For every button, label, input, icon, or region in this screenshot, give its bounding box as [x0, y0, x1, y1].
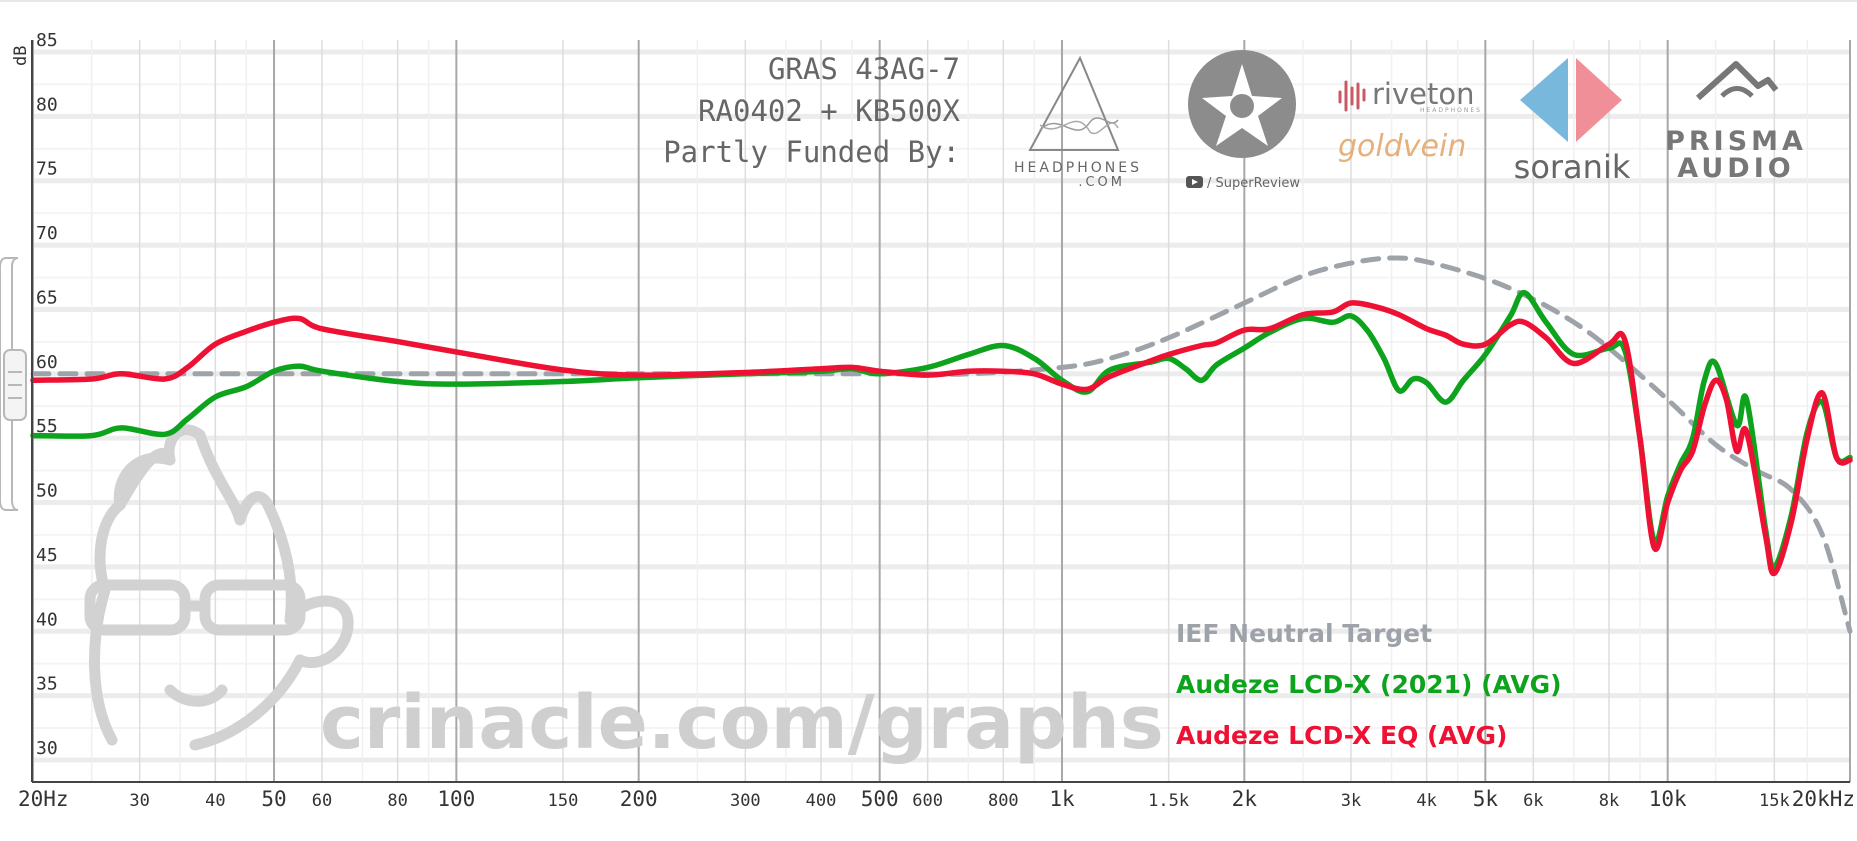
y-tick-50: 50	[36, 481, 58, 502]
legend-entry-audeze-lcd-x-eq-avg[interactable]: Audeze LCD-X EQ (AVG)	[1176, 721, 1507, 750]
legend-entry-audeze-lcd-x-2021-avg[interactable]: Audeze LCD-X (2021) (AVG)	[1176, 670, 1562, 699]
y-tick-65: 65	[36, 287, 58, 308]
y-axis-unit: dB	[11, 46, 31, 66]
x-tick-800: 800	[988, 791, 1019, 811]
x-tick-15k: 15k	[1759, 791, 1790, 811]
x-tick-600: 600	[912, 791, 943, 811]
legend: IEF Neutral Target Audeze LCD-X (2021) (A…	[1176, 619, 1562, 750]
x-tick-labels: 20Hz 30 40 50 60 80 100 150 200 300 400 500 600 800 1k…	[18, 787, 1855, 811]
y-tick-labels: 30 35 40 45 50 55 60 65 70 75 80 85	[36, 30, 58, 759]
x-tick-6k: 6k	[1523, 791, 1543, 811]
header-line-coupler: RA0402 + KB500X	[698, 94, 960, 128]
x-tick-1k: 1k	[1049, 787, 1075, 811]
headphones-com-line2: .COM	[1078, 175, 1125, 190]
riveton-goldvein-logo: riveton HEADPHONES goldvein	[1338, 77, 1482, 164]
goldvein-text: goldvein	[1338, 129, 1466, 164]
curve-ief-neutral-target[interactable]	[30, 255, 1853, 634]
soranik-logo: soranik	[1514, 58, 1631, 186]
y-tick-40: 40	[36, 609, 58, 630]
horizontal-gridlines	[33, 49, 1850, 763]
x-tick-3k: 3k	[1341, 791, 1361, 811]
y-tick-45: 45	[36, 545, 58, 566]
y-tick-30: 30	[36, 738, 58, 759]
x-tick-200: 200	[620, 787, 658, 811]
x-tick-80: 80	[387, 791, 407, 811]
prisma-audio-logo: PRISMA AUDIO	[1665, 61, 1807, 184]
vertical-gridlines	[32, 40, 1851, 782]
curve-audeze-lcd-x-eq-avg[interactable]	[30, 300, 1853, 577]
top-border	[0, 0, 1857, 2]
x-tick-10k: 10k	[1649, 787, 1687, 811]
x-tick-60: 60	[312, 791, 332, 811]
x-tick-5k: 5k	[1473, 787, 1499, 811]
x-tick-2k: 2k	[1232, 787, 1258, 811]
y-tick-35: 35	[36, 674, 58, 695]
superreview-logo: / SuperReview	[1186, 50, 1300, 191]
y-tick-60: 60	[36, 352, 58, 373]
x-tick-20Hz: 20Hz	[18, 787, 69, 811]
headphones-com-logo: HEADPHONES .COM	[1014, 55, 1142, 190]
watermark-text: crinacle.com/graphs	[320, 680, 1164, 766]
riveton-text: riveton	[1372, 77, 1474, 111]
prisma-line1: PRISMA	[1665, 126, 1807, 157]
soranik-text: soranik	[1514, 148, 1631, 186]
x-tick-4k: 4k	[1416, 791, 1436, 811]
header-line-rig: GRAS 43AG-7	[768, 52, 960, 86]
x-tick-20kHz: 20kHz	[1792, 787, 1855, 811]
crinacle-mascot-watermark	[84, 424, 354, 751]
x-tick-500: 500	[861, 787, 899, 811]
riveton-sub-text: HEADPHONES	[1420, 107, 1482, 114]
legend-entry-ief-neutral-target[interactable]: IEF Neutral Target	[1176, 619, 1432, 648]
curves-group	[30, 255, 1853, 634]
x-tick-100: 100	[437, 787, 475, 811]
x-tick-1.5k: 1.5k	[1148, 791, 1189, 811]
x-tick-30: 30	[129, 791, 149, 811]
riveton-wave-icon	[1338, 80, 1366, 112]
y-tick-80: 80	[36, 94, 58, 115]
superreview-text: / SuperReview	[1207, 176, 1300, 191]
y-tick-70: 70	[36, 223, 58, 244]
x-tick-150: 150	[548, 791, 579, 811]
header-line-funded: Partly Funded By:	[663, 135, 960, 169]
headphones-com-line1: HEADPHONES	[1014, 160, 1142, 176]
x-tick-40: 40	[205, 791, 225, 811]
y-tick-85: 85	[36, 30, 58, 51]
x-tick-8k: 8k	[1599, 791, 1619, 811]
x-tick-50: 50	[261, 787, 286, 811]
y-tick-75: 75	[36, 159, 58, 180]
curve-audeze-lcd-x-2021-avg[interactable]	[30, 289, 1853, 570]
prisma-line2: AUDIO	[1677, 153, 1794, 184]
y-tick-55: 55	[36, 416, 58, 437]
grip-lines-icon	[8, 371, 22, 399]
x-tick-300: 300	[730, 791, 761, 811]
x-tick-400: 400	[806, 791, 837, 811]
